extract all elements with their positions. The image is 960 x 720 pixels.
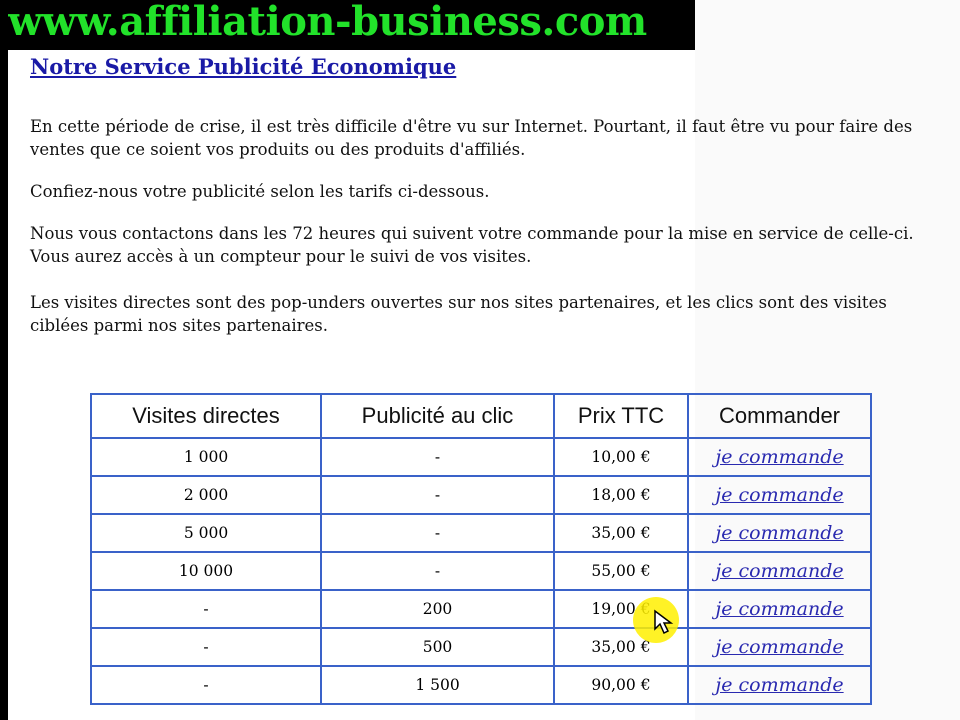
cell-visites: 10 000: [90, 551, 322, 591]
cell-prix: 35,00 €: [553, 513, 689, 553]
cell-visites: -: [90, 665, 322, 705]
cell-visites: 1 000: [90, 437, 322, 477]
cell-prix: 18,00 €: [553, 475, 689, 515]
paragraph-visites: Les visites directes sont des pop-unders…: [30, 293, 887, 335]
cell-visites: 5 000: [90, 513, 322, 553]
table-row: -1 500 90,00 € je commande: [90, 665, 872, 705]
order-link[interactable]: je commande: [715, 598, 844, 620]
cell-commander: je commande: [687, 627, 872, 667]
table-row: -200 19,00 € je commande: [90, 589, 872, 629]
cell-visites: -: [90, 589, 322, 629]
cell-commander: je commande: [687, 513, 872, 553]
cell-clic: 500: [320, 627, 555, 667]
table-row: 1 000-10,00 € je commande: [90, 437, 872, 477]
table-row: 5 000-35,00 € je commande: [90, 513, 872, 553]
pointer-hand-icon: [654, 609, 674, 635]
cell-prix: 55,00 €: [553, 551, 689, 591]
page-title-link[interactable]: Notre Service Publicité Economique: [30, 54, 457, 79]
left-border: [0, 0, 8, 720]
table-row: 2 000-18,00 € je commande: [90, 475, 872, 515]
header-visites: Visites directes: [90, 393, 322, 439]
paragraph-contact: Nous vous contactons dans les 72 heures …: [30, 224, 914, 266]
order-link[interactable]: je commande: [715, 446, 844, 468]
order-link[interactable]: je commande: [715, 522, 844, 544]
header-prix: Prix TTC: [553, 393, 689, 439]
banner-text: www.affiliation-business.com: [8, 0, 647, 45]
order-link[interactable]: je commande: [715, 484, 844, 506]
order-link[interactable]: je commande: [715, 674, 844, 696]
cell-prix: 90,00 €: [553, 665, 689, 705]
table-row: -500 35,00 € je commande: [90, 627, 872, 667]
order-link[interactable]: je commande: [715, 560, 844, 582]
header-clic: Publicité au clic: [320, 393, 555, 439]
paragraph-confiez: Confiez-nous votre publicité selon les t…: [30, 182, 490, 201]
pricing-table: Visites directes Publicité au clic Prix …: [90, 393, 872, 705]
cell-visites: 2 000: [90, 475, 322, 515]
order-link[interactable]: je commande: [715, 636, 844, 658]
cell-commander: je commande: [687, 589, 872, 629]
cell-clic: -: [320, 513, 555, 553]
cell-clic: -: [320, 475, 555, 515]
cursor-highlight: [633, 597, 679, 643]
header-commander: Commander: [687, 393, 872, 439]
cell-commander: je commande: [687, 551, 872, 591]
cell-visites: -: [90, 627, 322, 667]
cell-clic: -: [320, 437, 555, 477]
cell-clic: 1 500: [320, 665, 555, 705]
paragraph-intro: En cette période de crise, il est très d…: [30, 117, 913, 159]
cell-commander: je commande: [687, 475, 872, 515]
cell-clic: 200: [320, 589, 555, 629]
cell-prix: 10,00 €: [553, 437, 689, 477]
cell-commander: je commande: [687, 665, 872, 705]
cell-commander: je commande: [687, 437, 872, 477]
table-row: 10 000-55,00 € je commande: [90, 551, 872, 591]
site-banner: www.affiliation-business.com: [0, 0, 695, 50]
cell-clic: -: [320, 551, 555, 591]
